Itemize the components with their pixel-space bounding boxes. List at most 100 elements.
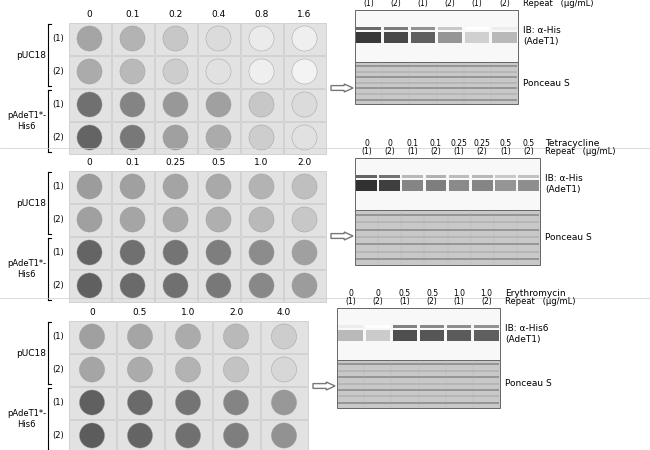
Bar — [68, 237, 110, 269]
Bar — [356, 175, 377, 178]
Bar — [198, 89, 239, 121]
Bar — [365, 325, 390, 328]
Text: 0.8: 0.8 — [254, 10, 268, 19]
Circle shape — [127, 357, 153, 382]
Text: (1): (1) — [52, 332, 64, 341]
Bar — [198, 270, 239, 302]
Bar — [474, 330, 499, 341]
Text: 0.5: 0.5 — [133, 308, 147, 317]
Bar — [155, 22, 196, 54]
Bar — [261, 354, 307, 386]
Bar — [355, 10, 518, 62]
Bar — [155, 270, 196, 302]
Bar — [420, 330, 445, 341]
Circle shape — [120, 207, 145, 232]
Bar — [116, 387, 164, 419]
Bar — [240, 171, 283, 202]
Bar — [68, 22, 110, 54]
Circle shape — [163, 240, 188, 265]
Text: (2): (2) — [384, 147, 395, 156]
Text: 0.25: 0.25 — [450, 139, 467, 148]
Bar — [112, 171, 153, 202]
Text: 0.1: 0.1 — [430, 139, 442, 148]
Bar — [261, 320, 307, 352]
Bar — [492, 32, 517, 43]
Circle shape — [120, 59, 145, 84]
Bar — [283, 89, 326, 121]
Text: (1): (1) — [345, 297, 356, 306]
Circle shape — [224, 357, 248, 382]
Text: 0.1: 0.1 — [125, 10, 140, 19]
Bar — [112, 55, 153, 87]
Bar — [447, 330, 471, 341]
Bar — [393, 325, 417, 328]
Text: 0: 0 — [89, 308, 95, 317]
Circle shape — [120, 92, 145, 117]
Text: (2): (2) — [52, 67, 64, 76]
Circle shape — [272, 423, 296, 448]
Text: 0.5: 0.5 — [523, 139, 534, 148]
Bar — [198, 22, 239, 54]
Text: (2): (2) — [52, 281, 64, 290]
Circle shape — [176, 357, 201, 382]
Polygon shape — [313, 382, 335, 390]
Circle shape — [249, 92, 274, 117]
Circle shape — [249, 207, 274, 232]
Text: (2): (2) — [52, 431, 64, 440]
Circle shape — [292, 207, 317, 232]
Text: (2): (2) — [477, 147, 488, 156]
Text: Repeat   (μg/mL): Repeat (μg/mL) — [545, 147, 616, 156]
Circle shape — [77, 207, 102, 232]
Circle shape — [127, 423, 153, 448]
Circle shape — [292, 273, 317, 298]
Text: (1): (1) — [454, 147, 465, 156]
Bar — [283, 203, 326, 235]
Bar — [240, 22, 283, 54]
Bar — [240, 55, 283, 87]
Bar — [112, 22, 153, 54]
Text: 0.5: 0.5 — [399, 289, 411, 298]
Text: (2): (2) — [372, 297, 383, 306]
Text: (1): (1) — [52, 398, 64, 407]
Text: 0: 0 — [86, 158, 92, 167]
Circle shape — [249, 174, 274, 199]
Text: (2): (2) — [52, 365, 64, 374]
Circle shape — [120, 125, 145, 150]
Circle shape — [77, 92, 102, 117]
Text: (1): (1) — [363, 0, 374, 8]
Text: pAdeT1*-
His6: pAdeT1*- His6 — [7, 410, 46, 429]
Circle shape — [206, 174, 231, 199]
Circle shape — [163, 174, 188, 199]
Circle shape — [272, 324, 296, 349]
Bar — [198, 55, 239, 87]
Bar — [495, 175, 515, 178]
Text: IB: α-His
(AdeT1): IB: α-His (AdeT1) — [545, 174, 583, 194]
Bar — [155, 55, 196, 87]
Text: (1): (1) — [361, 147, 372, 156]
Bar — [283, 171, 326, 202]
Circle shape — [79, 357, 105, 382]
Bar — [213, 320, 259, 352]
Circle shape — [77, 125, 102, 150]
Text: (1): (1) — [400, 297, 410, 306]
Bar — [240, 122, 283, 153]
Circle shape — [272, 357, 296, 382]
Text: Ponceau S: Ponceau S — [505, 379, 552, 388]
Bar — [198, 237, 239, 269]
Text: pUC18: pUC18 — [16, 198, 46, 207]
Circle shape — [292, 26, 317, 51]
Bar — [240, 237, 283, 269]
Circle shape — [163, 92, 188, 117]
Bar — [339, 325, 363, 328]
Circle shape — [249, 59, 274, 84]
Bar — [402, 180, 423, 191]
Bar — [112, 237, 153, 269]
Text: (1): (1) — [52, 248, 64, 257]
Bar — [472, 180, 493, 191]
Bar — [283, 22, 326, 54]
Text: 0: 0 — [348, 289, 353, 298]
Circle shape — [224, 390, 248, 415]
Text: (1): (1) — [472, 0, 482, 8]
Bar — [355, 62, 518, 104]
Circle shape — [120, 26, 145, 51]
